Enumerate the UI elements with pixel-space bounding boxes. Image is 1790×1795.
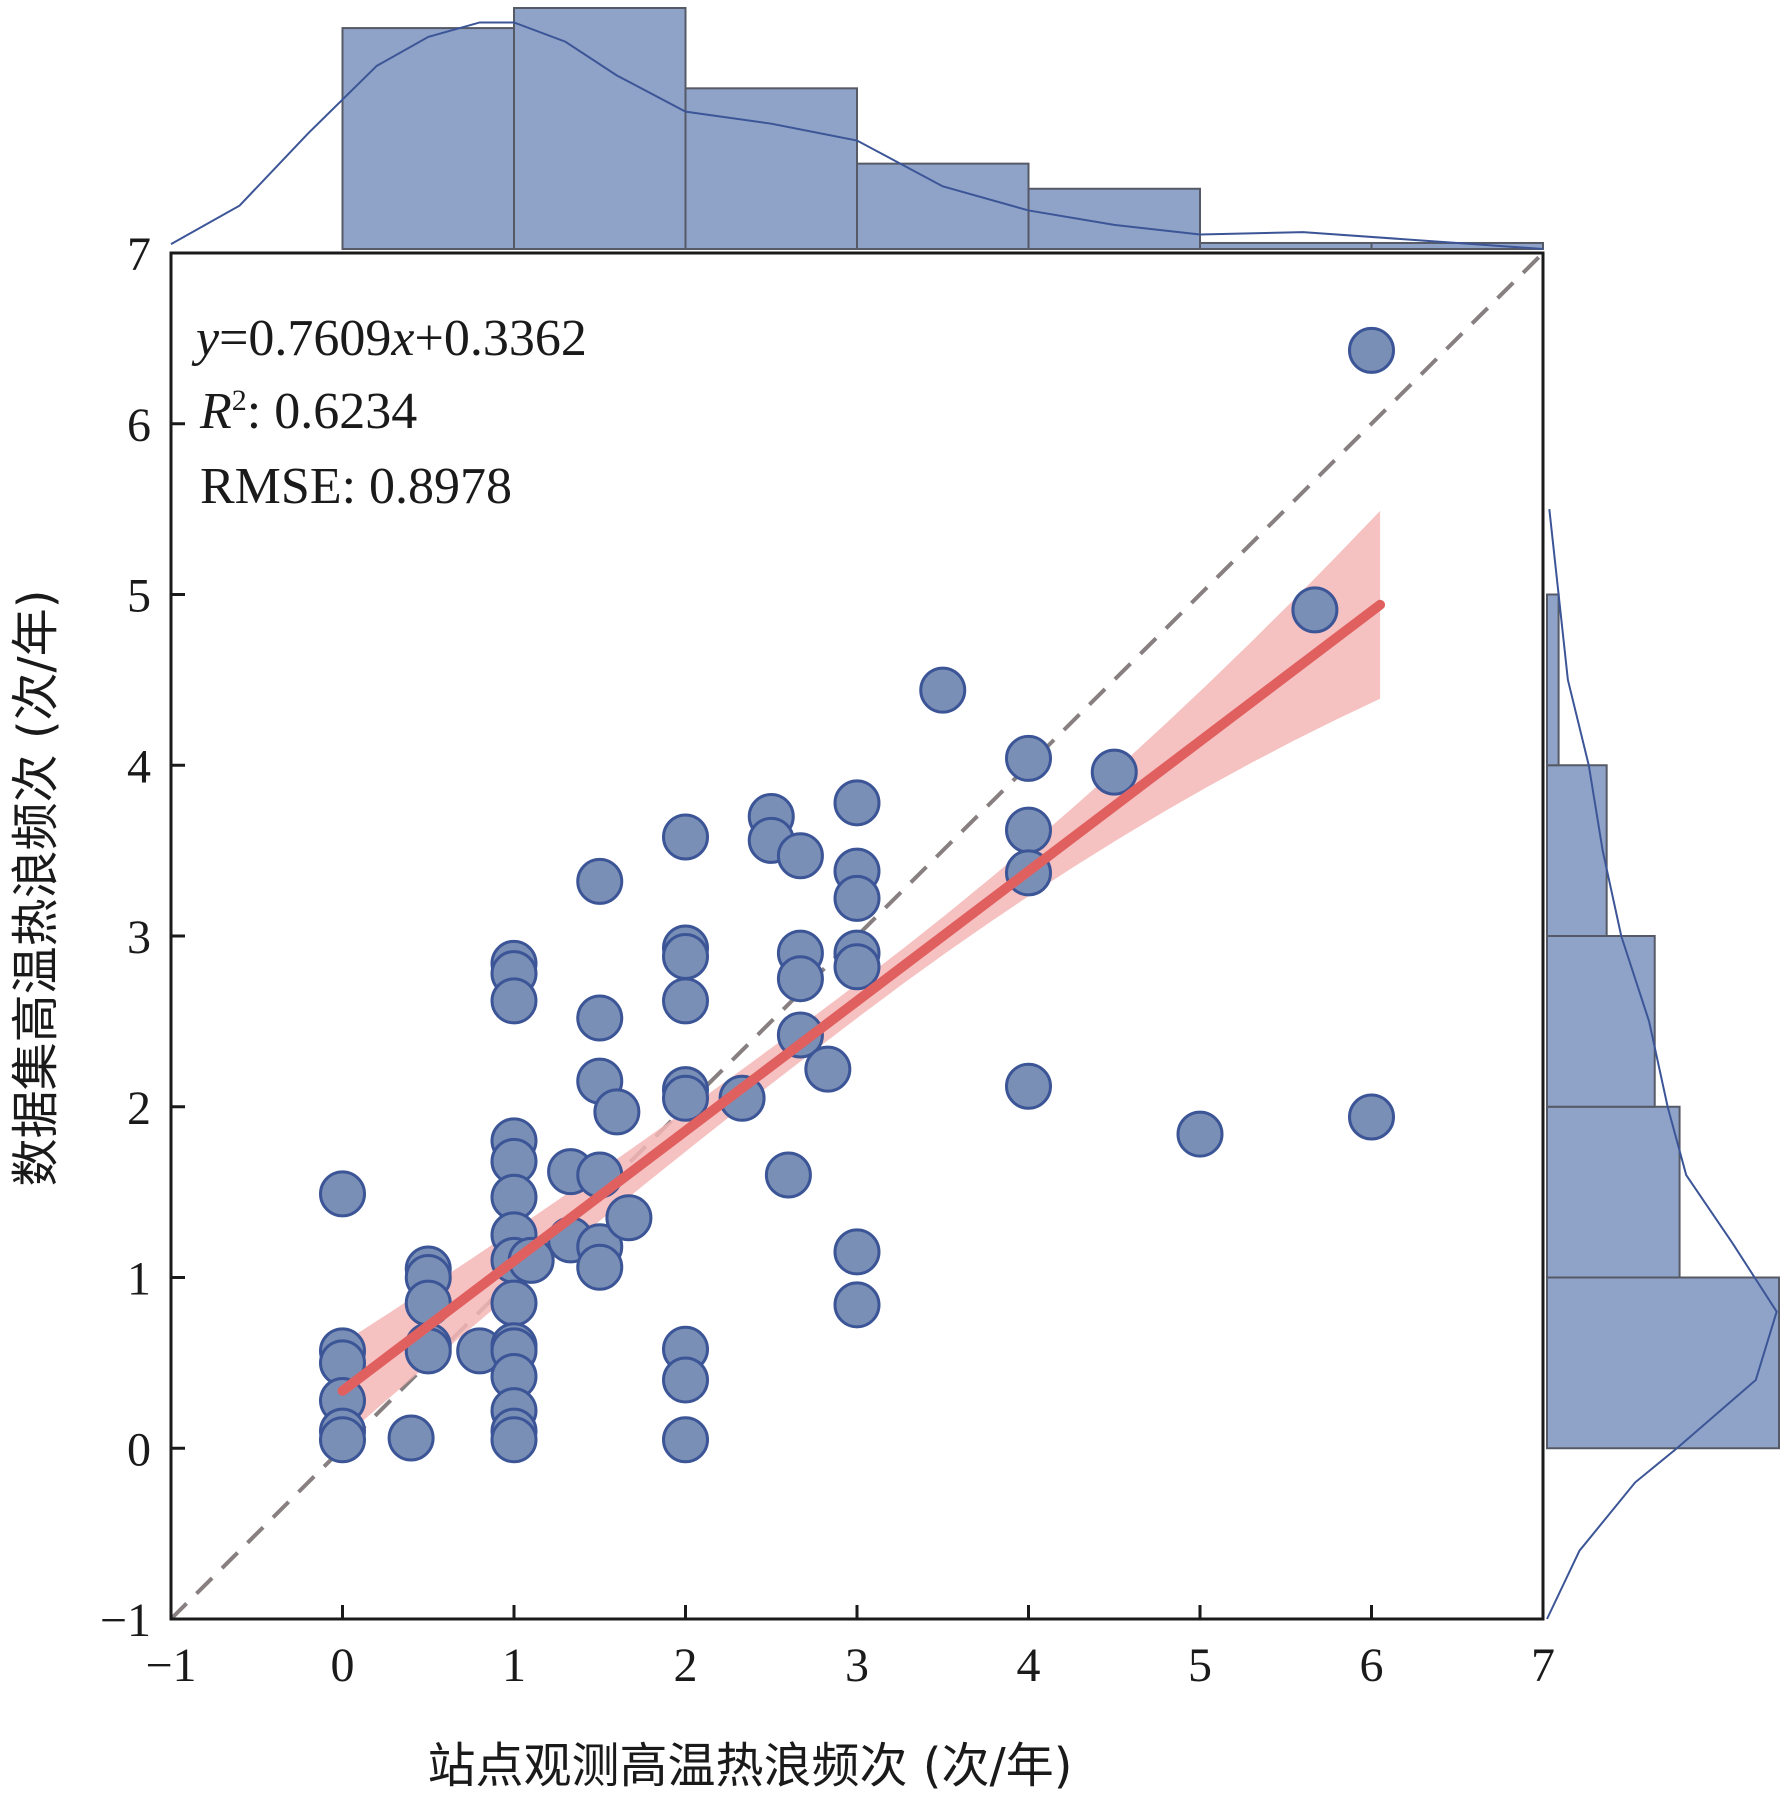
x-tick-label: 4 xyxy=(1017,1639,1041,1692)
x-tick-label: 1 xyxy=(502,1639,526,1692)
top-histogram-bar xyxy=(684,87,858,251)
data-point xyxy=(1176,1110,1224,1158)
equation-x-var: x xyxy=(390,310,414,367)
y-tick-label: 2 xyxy=(127,1082,151,1135)
right-histogram-bar xyxy=(1546,593,1560,767)
top-histogram xyxy=(170,7,1544,251)
data-point xyxy=(1348,326,1395,374)
main-plot-area xyxy=(169,251,1545,1621)
data-point xyxy=(1005,1062,1052,1110)
r2-value: : 0.6234 xyxy=(247,383,417,440)
data-point xyxy=(490,1416,538,1464)
equation-middle: =0.7609 xyxy=(219,310,391,367)
regression-equation: y=0.7609x+0.3362 xyxy=(191,310,587,367)
data-point xyxy=(919,666,967,714)
right-histogram-bar xyxy=(1546,764,1608,937)
right-histogram-bar xyxy=(1546,1105,1681,1279)
axis-ticks: −1−1 0 0 1 1 2 2 3 3 4 4 5 5 6 6 7 7 xyxy=(100,228,1555,1692)
data-point xyxy=(319,1416,366,1464)
r2-symbol: R xyxy=(199,383,232,440)
y-tick-label: 5 xyxy=(127,570,151,623)
data-point xyxy=(718,1074,766,1122)
x-tick-label: −1 xyxy=(145,1639,196,1692)
data-point xyxy=(490,977,538,1025)
data-point xyxy=(662,977,709,1025)
data-point xyxy=(662,1356,709,1404)
data-point xyxy=(764,1151,812,1199)
data-point xyxy=(576,1243,624,1291)
data-point xyxy=(833,874,881,922)
equation-tail: +0.3362 xyxy=(415,310,587,367)
r2-superscript: 2 xyxy=(232,384,247,417)
y-axis-title: 数据集高温热浪频次 (次/年) xyxy=(8,590,64,1187)
r2-annotation: R2: 0.6234 xyxy=(199,383,417,440)
y-tick-label: 3 xyxy=(127,911,151,964)
confidence-band xyxy=(342,510,1381,1439)
top-kde-curve xyxy=(170,21,1544,250)
data-point xyxy=(319,1170,366,1218)
y-tick-label: 7 xyxy=(127,228,151,281)
data-point xyxy=(833,1228,881,1276)
right-histogram xyxy=(1546,509,1780,1620)
rmse-annotation: RMSE: 0.8978 xyxy=(200,458,512,515)
data-point xyxy=(1090,748,1138,796)
top-histogram-bar xyxy=(1027,187,1201,250)
y-tick-label: −1 xyxy=(100,1594,151,1647)
y-tick-label: 0 xyxy=(127,1423,151,1476)
x-tick-label: 3 xyxy=(845,1639,869,1692)
data-point xyxy=(776,955,824,1003)
top-histogram-bar xyxy=(341,27,515,251)
equation-y-var: y xyxy=(191,310,220,367)
x-axis-title: 站点观测高温热浪频次 (次/年) xyxy=(428,1738,1073,1794)
data-point xyxy=(576,994,624,1042)
data-point xyxy=(776,832,824,880)
data-point xyxy=(804,1045,852,1093)
data-point xyxy=(1005,734,1052,782)
data-point xyxy=(833,779,881,827)
y-tick-label: 4 xyxy=(127,740,151,793)
data-point xyxy=(1005,806,1052,854)
data-point xyxy=(605,1194,653,1242)
top-histogram-bar xyxy=(513,7,687,250)
right-histogram-bar xyxy=(1546,1276,1780,1450)
data-point xyxy=(593,1088,641,1136)
data-point xyxy=(1348,1093,1395,1141)
data-point xyxy=(387,1414,435,1462)
data-point xyxy=(833,1281,881,1329)
right-histogram-bar xyxy=(1546,935,1656,1108)
top-histogram-bar xyxy=(1199,241,1373,251)
data-point xyxy=(1291,586,1339,634)
data-point xyxy=(662,1074,709,1122)
data-point xyxy=(490,1279,538,1327)
regression-line xyxy=(337,599,1386,1396)
x-tick-label: 6 xyxy=(1360,1639,1384,1692)
x-tick-label: 7 xyxy=(1531,1639,1555,1692)
right-kde-curve xyxy=(1546,509,1778,1620)
data-point xyxy=(662,932,709,980)
top-histogram-bar xyxy=(856,162,1030,250)
data-point xyxy=(662,813,709,861)
x-tick-label: 2 xyxy=(674,1639,698,1692)
y-tick-label: 1 xyxy=(127,1253,151,1306)
x-tick-label: 5 xyxy=(1188,1639,1212,1692)
y-tick-label: 6 xyxy=(127,399,151,452)
data-point xyxy=(833,943,881,991)
data-point xyxy=(662,1416,709,1464)
data-point xyxy=(576,857,624,905)
x-tick-label: 0 xyxy=(331,1639,355,1692)
